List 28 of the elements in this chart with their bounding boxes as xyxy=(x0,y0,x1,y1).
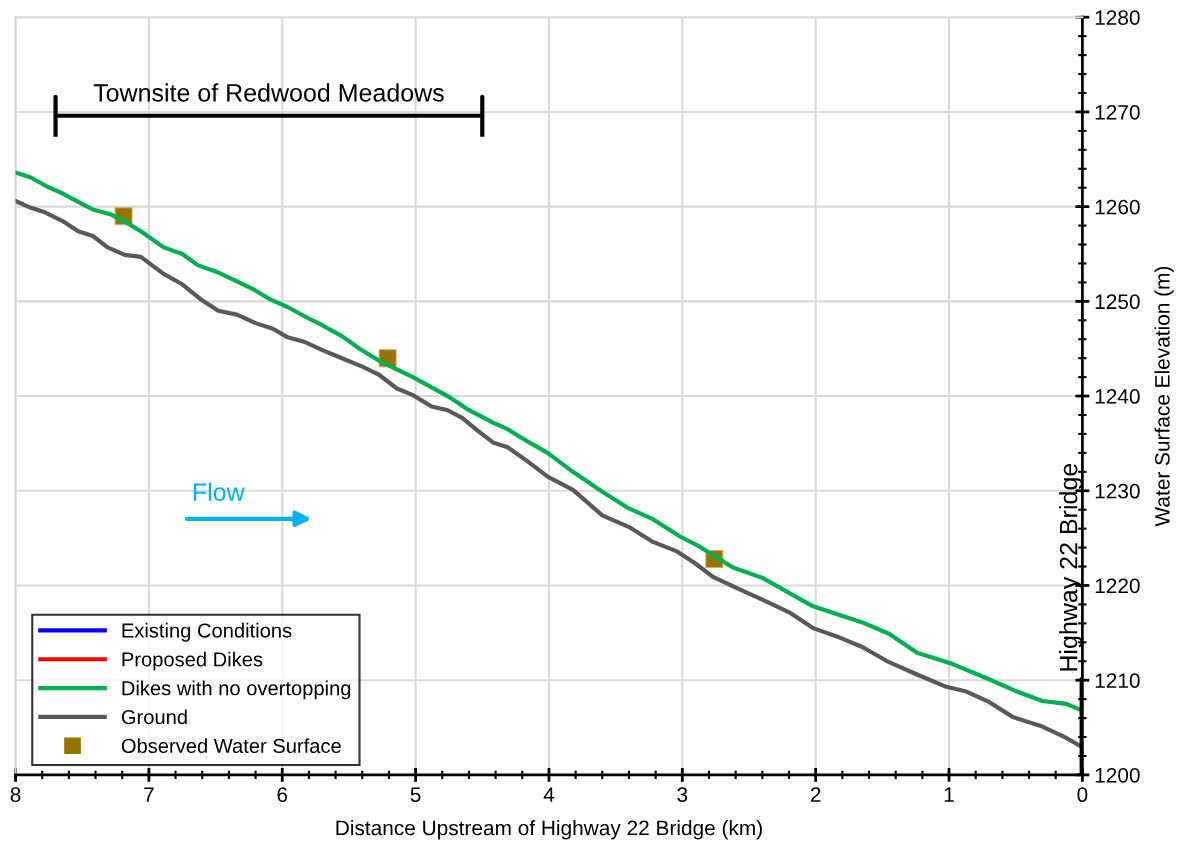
legend-label: Observed Water Surface xyxy=(121,738,341,754)
annotation: Townsite of Redwood Meadows xyxy=(93,83,444,102)
annotation: Flow xyxy=(193,482,245,501)
legend-label: Existing Conditions xyxy=(122,622,292,642)
y-tick-label: 1210 xyxy=(1095,673,1140,688)
y-axis-title: Water Surface Elevation (m) xyxy=(1154,266,1174,527)
y-tick-label: 1220 xyxy=(1095,578,1140,594)
x-tick-label: 8 xyxy=(10,787,21,803)
x-tick-label: 0 xyxy=(1077,787,1088,803)
y-tick-label: 1240 xyxy=(1095,389,1140,404)
x-tick-label: 7 xyxy=(144,787,154,802)
y-tick-label: 1230 xyxy=(1095,483,1140,499)
legend-label: Ground xyxy=(121,709,187,725)
legend-label: Proposed Dikes xyxy=(122,651,263,671)
legend-label: Dikes with no overtopping xyxy=(122,680,351,700)
y-tick-label: 1250 xyxy=(1095,294,1140,310)
x-tick-label: 5 xyxy=(410,787,421,803)
x-axis-title: Distance Upstream of Highway 22 Bridge (km) xyxy=(336,820,762,840)
y-tick-label: 1200 xyxy=(1095,767,1140,783)
x-tick-label: 3 xyxy=(677,787,688,803)
y-tick-label: 1260 xyxy=(1095,199,1140,215)
ref-line-label: Highway 22 Bridge xyxy=(1059,463,1083,671)
y-tick-label: 1280 xyxy=(1095,10,1140,25)
x-tick-label: 2 xyxy=(810,787,821,802)
x-tick-label: 6 xyxy=(277,787,288,803)
x-tick-label: 4 xyxy=(543,787,555,802)
y-tick-label: 1270 xyxy=(1095,104,1140,120)
x-tick-label: 1 xyxy=(944,787,954,802)
